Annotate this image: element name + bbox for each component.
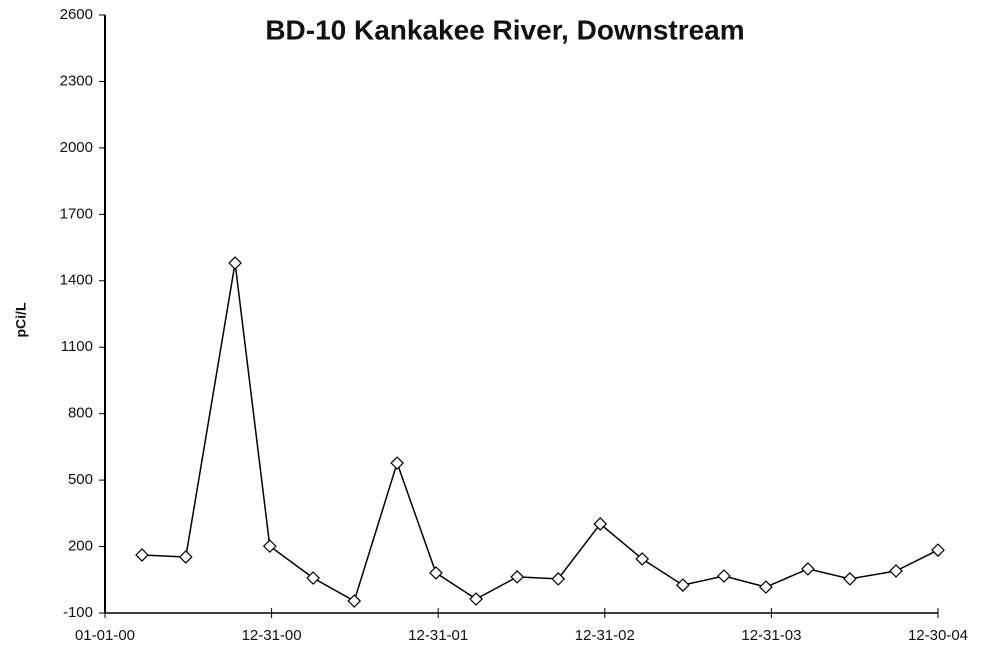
y-tick-label: 2600: [60, 6, 93, 23]
data-point: [262, 539, 277, 553]
y-tick-label: 800: [68, 405, 93, 422]
data-point: [801, 562, 815, 576]
data-point: [178, 550, 193, 564]
data-point: [135, 548, 149, 562]
data-point: [843, 572, 857, 586]
x-tick-label: 12-31-00: [242, 627, 302, 644]
data-point: [593, 517, 608, 531]
data-point: [551, 572, 566, 586]
data-point: [347, 594, 362, 608]
data-point: [469, 592, 483, 606]
data-point: [931, 543, 945, 557]
y-tick-label: 1700: [60, 205, 93, 222]
y-tick-label: 1400: [60, 272, 93, 289]
data-point: [510, 570, 525, 584]
x-tick-label: 12-30-04: [908, 627, 968, 644]
y-tick-label: -100: [63, 604, 93, 621]
x-tick-label: 12-31-01: [408, 627, 468, 644]
data-line: [141, 262, 939, 603]
data-point: [390, 456, 404, 470]
y-axis-label: pCi/L: [13, 302, 29, 337]
data-point: [889, 564, 903, 578]
data-point: [635, 552, 650, 566]
y-tick-label: 2300: [60, 72, 93, 89]
data-point: [676, 578, 690, 592]
x-tick-label: 12-31-03: [741, 627, 801, 644]
y-tick-label: 200: [68, 538, 93, 555]
data-point: [228, 256, 242, 270]
data-point: [759, 580, 773, 594]
data-point: [306, 571, 320, 585]
chart-title: BD-10 Kankakee River, Downstream: [265, 14, 744, 45]
y-tick-label: 2000: [60, 139, 93, 156]
data-point: [717, 569, 731, 583]
y-tick-label: 1100: [61, 338, 93, 355]
x-tick-label: 12-31-02: [575, 627, 635, 644]
y-tick-label: 500: [68, 471, 93, 488]
data-point: [429, 566, 443, 580]
x-tick-label: 01-01-00: [75, 627, 135, 644]
